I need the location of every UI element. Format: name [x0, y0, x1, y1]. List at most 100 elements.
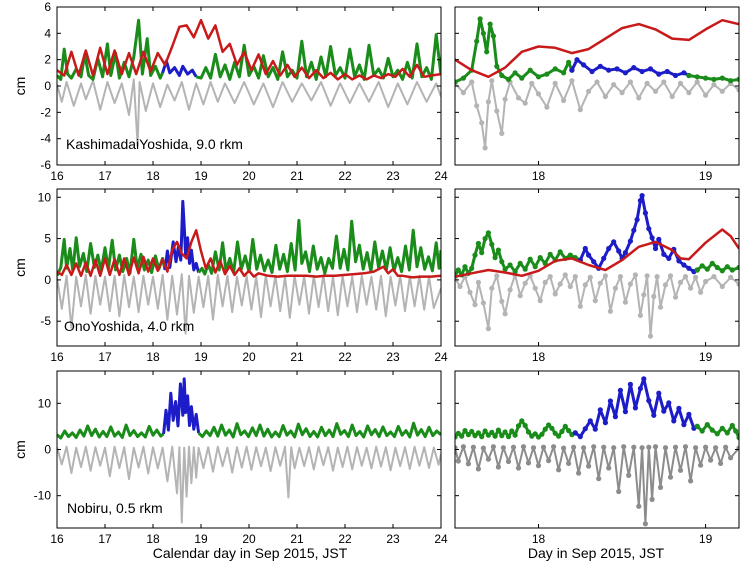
- series-green-2-point: [728, 78, 734, 84]
- series-gray-point: [602, 273, 609, 279]
- series-green-point: [517, 260, 523, 266]
- series-green-2-point: [736, 76, 739, 82]
- series-blue-point: [616, 248, 622, 254]
- series-blue-line: [162, 377, 201, 434]
- series-gray-point: [686, 90, 692, 96]
- x-tick-label: 19: [194, 532, 208, 546]
- series-blue-point: [617, 387, 624, 393]
- series-green-point: [519, 75, 525, 81]
- series-green-point: [480, 30, 486, 36]
- series-blue-point: [601, 255, 607, 261]
- series-gray-point: [515, 95, 522, 101]
- series-gray-point: [669, 93, 675, 100]
- series-green-point: [527, 67, 533, 73]
- series-gray-point: [547, 274, 553, 280]
- x-tick-label: 19: [699, 532, 713, 546]
- series-gray-point: [616, 488, 622, 495]
- x-tick-label: 23: [386, 350, 400, 364]
- series-blue-point: [572, 430, 578, 436]
- series-red-line: [57, 229, 441, 279]
- x-tick-label: 16: [50, 350, 64, 364]
- series-blue-point: [607, 398, 614, 404]
- series-gray-line: [57, 78, 441, 147]
- series-green-point: [507, 262, 513, 268]
- x-tick-label: 17: [98, 169, 112, 183]
- series-blue-point: [681, 70, 687, 76]
- series-blue-point: [597, 407, 603, 413]
- series-gray-point: [602, 93, 609, 100]
- series-group: [455, 376, 739, 527]
- series-gray-point: [627, 79, 634, 85]
- series-gray-point: [647, 333, 654, 339]
- series-gray-point: [619, 90, 625, 96]
- x-tick-label: 18: [532, 350, 546, 364]
- series-blue-point: [574, 57, 580, 63]
- series-gray-point: [649, 496, 655, 502]
- series-gray-point: [455, 445, 458, 451]
- series-green-point: [522, 422, 528, 429]
- series-green-point: [465, 432, 471, 438]
- panel-ono-zoom: 18 19: [454, 188, 740, 364]
- series-blue-point: [569, 67, 575, 73]
- x-tick-label: 21: [290, 532, 304, 546]
- series-gray-point: [485, 326, 491, 332]
- series-blue-point: [686, 265, 692, 271]
- series-blue-point: [649, 235, 655, 241]
- series-blue-point: [606, 245, 612, 252]
- series-gray-point: [646, 444, 652, 450]
- series-gray-point: [636, 95, 642, 101]
- series-gray-point: [520, 444, 527, 450]
- series-gray-point: [688, 285, 694, 291]
- series-green-2-line: [197, 218, 441, 276]
- series-gray-point: [718, 460, 724, 466]
- series-gray-point: [542, 279, 548, 285]
- series-green-2-point: [699, 428, 705, 434]
- series-green-point: [460, 75, 466, 81]
- series-green-2-point: [719, 75, 725, 81]
- series-gray-point: [540, 444, 547, 450]
- series-blue-point: [602, 420, 609, 426]
- series-green-2-line: [195, 33, 441, 81]
- panels: 16 17 18 19 20 21 22 23 24-6-4-20246cmKashimadai…: [12, 0, 740, 546]
- series-gray-point: [571, 444, 577, 450]
- series-green-point: [505, 434, 512, 440]
- series-gray-point: [485, 456, 491, 462]
- y-axis-label: cm: [12, 258, 28, 277]
- series-red-line: [57, 18, 441, 81]
- series-gray-point: [597, 280, 603, 286]
- series-gray-point: [591, 444, 597, 450]
- series-gray-point: [566, 460, 572, 466]
- series-gray-point: [499, 298, 505, 304]
- series-gray-point: [586, 88, 592, 94]
- series-gray-point: [606, 465, 612, 471]
- series-gray-point: [632, 272, 639, 278]
- series-green-2-point: [709, 427, 715, 433]
- series-gray-point: [657, 304, 664, 310]
- series-gray-point: [693, 445, 699, 451]
- series-green-point: [562, 423, 568, 429]
- series-green-point: [459, 433, 465, 439]
- series-green-point: [455, 79, 458, 85]
- series-gray-point: [611, 445, 617, 451]
- y-tick-label: 0: [44, 79, 51, 93]
- series-green-2-point: [694, 267, 700, 273]
- series-gray-point: [694, 79, 700, 85]
- series-gray-point: [703, 444, 709, 450]
- series-green-point: [559, 428, 565, 435]
- series-blue-point: [614, 66, 620, 72]
- series-gray-point: [561, 97, 567, 104]
- series-gray-point: [495, 464, 501, 470]
- series-green-point: [542, 426, 548, 432]
- series-blue-point: [661, 251, 667, 257]
- series-green-point: [539, 431, 545, 437]
- series-green-point: [509, 428, 515, 434]
- series-gray-point: [594, 79, 600, 85]
- series-red-line: [455, 18, 739, 79]
- series-gray-point: [517, 293, 523, 299]
- series-gray-point: [530, 445, 537, 451]
- series-green-point: [485, 230, 491, 236]
- series-gray-point: [567, 283, 573, 290]
- series-green-point: [532, 264, 538, 270]
- series-gray-point: [475, 466, 481, 472]
- panel-nobiru-full: 16 17 18 19 20 21 22 23 24 -10 0 10 cm Nobiru, 0.5 rk…: [12, 370, 448, 546]
